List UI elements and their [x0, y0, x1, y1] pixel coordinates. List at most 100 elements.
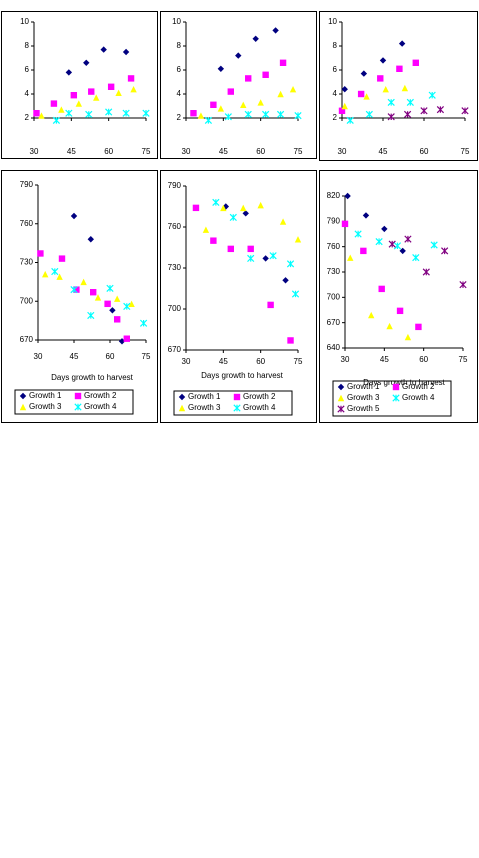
marker: [363, 93, 370, 100]
marker: [277, 90, 284, 98]
marker: [56, 273, 63, 280]
y-tick-label: 10: [172, 17, 181, 26]
marker: [267, 301, 274, 309]
chart-panel: 2 4 6 8 10 30 45 60 75: [1, 11, 158, 159]
x-tick-label: 60: [104, 147, 113, 156]
legend-label: Growth 3: [188, 403, 221, 412]
marker: [430, 241, 438, 249]
marker: [224, 113, 232, 121]
marker: [33, 110, 40, 117]
legend-label: Growth 2: [402, 382, 435, 391]
x-tick-label: 45: [219, 147, 228, 156]
marker: [85, 110, 93, 119]
x-tick-label: 60: [256, 147, 265, 156]
legend-marker: [74, 392, 82, 400]
y-tick-label: 8: [333, 41, 338, 50]
legend-marker: [178, 393, 186, 401]
marker: [386, 322, 393, 330]
y-tick-label: 790: [168, 181, 182, 190]
marker: [257, 201, 264, 209]
marker: [294, 111, 302, 120]
y-tick-label: 760: [168, 222, 182, 231]
marker: [247, 254, 255, 263]
x-axis-title: Days growth to harvest: [201, 371, 284, 380]
marker: [406, 98, 414, 107]
marker: [341, 220, 349, 228]
marker: [399, 247, 406, 255]
marker: [227, 88, 234, 95]
legend-label: Growth 1: [347, 382, 380, 391]
legend-label: Growth 3: [347, 393, 380, 402]
marker: [428, 91, 436, 99]
marker: [128, 300, 135, 308]
y-tick-label: 6: [177, 65, 182, 74]
marker: [105, 108, 113, 116]
marker: [227, 245, 234, 253]
marker: [235, 52, 242, 59]
marker: [347, 254, 354, 261]
x-tick-label: 75: [142, 147, 151, 156]
marker: [100, 46, 107, 53]
marker: [142, 109, 150, 117]
y-tick-label: 790: [327, 216, 341, 225]
marker: [269, 252, 277, 260]
marker: [346, 116, 354, 125]
marker: [436, 105, 445, 114]
legend-marker: [337, 394, 345, 402]
marker: [58, 106, 65, 113]
x-tick-label: 75: [294, 147, 303, 156]
legend-marker: [19, 403, 27, 411]
marker: [377, 75, 384, 82]
x-tick-label: 75: [294, 357, 303, 366]
marker: [461, 107, 469, 115]
marker: [360, 70, 368, 77]
x-tick-label: 30: [182, 357, 191, 366]
marker: [388, 240, 396, 248]
marker: [360, 247, 367, 255]
y-tick-label: 700: [327, 292, 341, 301]
legend-marker: [233, 404, 241, 412]
y-tick-label: 4: [333, 89, 338, 98]
y-tick-label: 8: [25, 41, 30, 50]
legend-marker: [74, 403, 82, 411]
marker: [354, 230, 362, 238]
marker: [244, 110, 252, 119]
marker: [289, 86, 297, 93]
marker: [282, 277, 289, 284]
marker: [210, 237, 217, 244]
marker: [107, 83, 115, 90]
marker: [375, 237, 383, 246]
marker: [88, 88, 95, 95]
legend-label: Growth 1: [29, 391, 62, 400]
marker: [422, 268, 430, 276]
marker: [262, 255, 269, 262]
marker: [387, 98, 395, 107]
marker: [192, 204, 200, 212]
marker: [114, 316, 121, 323]
marker: [404, 235, 412, 243]
y-tick-label: 8: [177, 41, 182, 50]
marker: [412, 59, 419, 66]
marker: [401, 84, 409, 92]
y-tick-label: 730: [168, 263, 182, 272]
x-tick-label: 45: [67, 147, 76, 156]
marker: [240, 101, 247, 108]
marker: [139, 319, 148, 327]
chart-panel: 670 700 730 760 790 30 45 60 75 Days growth to ha…: [1, 170, 158, 423]
marker: [130, 86, 137, 93]
marker: [93, 94, 100, 101]
marker: [398, 40, 406, 47]
legend-frame: [332, 380, 452, 417]
marker: [404, 333, 412, 341]
x-tick-label: 30: [34, 352, 43, 361]
marker: [276, 110, 285, 119]
chart-panel: 670 700 730 760 790 30 45 60 75 Days growth to ha…: [160, 170, 317, 423]
marker: [262, 110, 270, 119]
marker: [80, 278, 87, 286]
legend-label: Growth 4: [243, 403, 276, 412]
marker: [362, 212, 370, 219]
marker: [378, 285, 385, 293]
marker: [441, 247, 449, 255]
